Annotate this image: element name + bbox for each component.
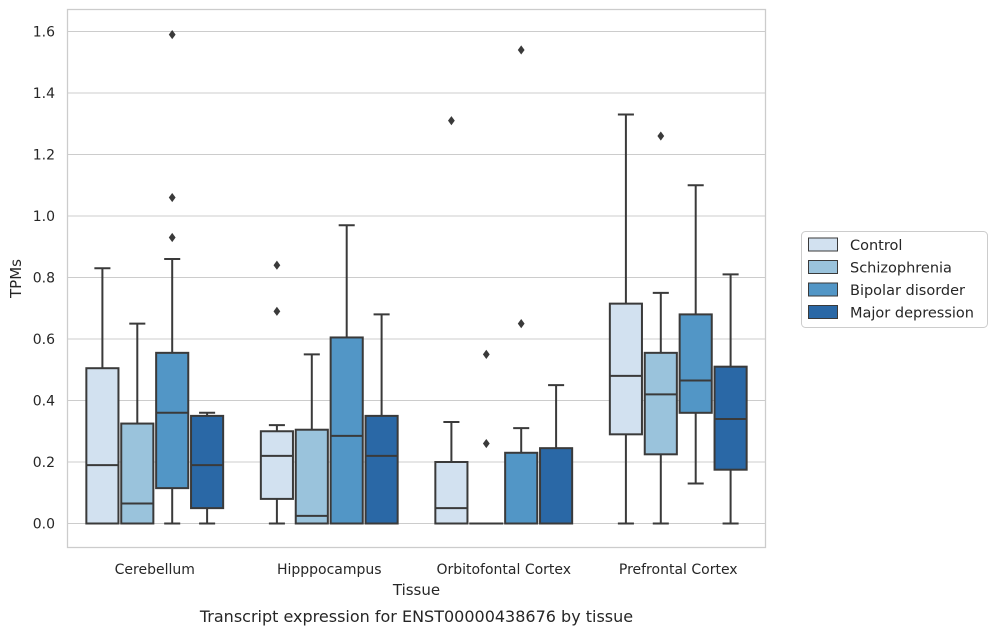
box-3-2 xyxy=(678,184,713,485)
y-tick-label: 1.2 xyxy=(33,148,55,164)
outlier-point xyxy=(168,29,176,40)
box-iqr xyxy=(643,351,678,456)
box-series xyxy=(85,29,748,525)
y-tick-label: 1.4 xyxy=(33,86,55,102)
outlier-point xyxy=(168,232,176,243)
y-tick-label: 0.6 xyxy=(33,332,55,348)
box-iqr xyxy=(190,414,225,510)
box-3-0 xyxy=(608,113,643,525)
y-axis-ticks: 0.0 0.2 0.4 0.6 0.8 1.0 1.2 1.4 1.6 xyxy=(33,25,55,533)
box-iqr xyxy=(259,430,294,500)
box-iqr xyxy=(364,414,399,525)
box-iqr xyxy=(155,351,190,490)
y-tick-label: 1.0 xyxy=(33,209,55,225)
legend-label: Control xyxy=(850,238,902,254)
box-1-0 xyxy=(259,260,294,525)
box-2-2 xyxy=(504,45,539,525)
box-2-0 xyxy=(434,116,469,525)
plot-area-frame xyxy=(66,8,767,549)
box-1-1 xyxy=(294,353,329,525)
outlier-point xyxy=(517,45,525,55)
y-tick-label: 0.8 xyxy=(33,271,55,287)
box-0-1 xyxy=(120,322,155,525)
box-1-2 xyxy=(329,224,364,525)
y-tick-label: 1.6 xyxy=(33,25,55,41)
outlier-point xyxy=(657,131,665,141)
y-tick-label: 0.4 xyxy=(33,394,55,410)
outlier-point xyxy=(273,260,281,270)
legend-label: Major depression xyxy=(850,306,974,322)
box-3-3 xyxy=(713,273,748,525)
legend-label: Bipolar disorder xyxy=(850,283,965,299)
box-iqr xyxy=(539,447,574,525)
x-tick-label: Orbitofontal Cortex xyxy=(436,562,571,578)
legend-swatch xyxy=(808,305,838,319)
y-axis-title: TPMs xyxy=(7,259,25,299)
box-iqr xyxy=(504,451,539,525)
box-3-1 xyxy=(643,131,678,525)
box-0-0 xyxy=(85,267,120,525)
outlier-point xyxy=(448,116,455,126)
legend-swatch xyxy=(808,260,838,274)
box-iqr xyxy=(678,313,713,414)
box-2-3 xyxy=(539,384,574,525)
legend-swatch xyxy=(808,237,838,252)
legend-label: Schizophrenia xyxy=(850,261,952,277)
box-iqr xyxy=(294,428,329,525)
outlier-point xyxy=(517,319,525,329)
y-tick-label: 0.0 xyxy=(33,517,55,533)
outlier-point xyxy=(482,438,490,449)
box-iqr xyxy=(120,422,155,525)
box-iqr xyxy=(329,336,364,525)
box-0-2 xyxy=(155,29,190,525)
box-iqr xyxy=(85,367,120,525)
outlier-point xyxy=(168,192,176,203)
x-axis-title: Tissue xyxy=(392,581,440,599)
legend-frame xyxy=(801,231,988,328)
box-1-3 xyxy=(364,313,399,525)
y-tick-label: 0.2 xyxy=(33,455,55,471)
x-tick-label: Prefrontal Cortex xyxy=(619,562,738,578)
box-iqr xyxy=(608,302,643,436)
legend: Control Schizophrenia Bipolar disorder Majo… xyxy=(801,231,988,328)
x-tick-label: Cerebellum xyxy=(115,562,195,578)
x-tick-label: Hipppocampus xyxy=(277,562,382,578)
chart-caption: Transcript expression for ENST0000043867… xyxy=(199,607,633,626)
legend-swatch xyxy=(808,282,838,297)
box-0-3 xyxy=(190,411,225,525)
box-iqr xyxy=(434,461,469,525)
box-2-1 xyxy=(469,349,504,525)
outlier-point xyxy=(273,306,281,316)
outlier-point xyxy=(482,349,490,359)
x-axis-ticks: Cerebellum Hipppocampus Orbitofontal Corte… xyxy=(115,562,738,578)
